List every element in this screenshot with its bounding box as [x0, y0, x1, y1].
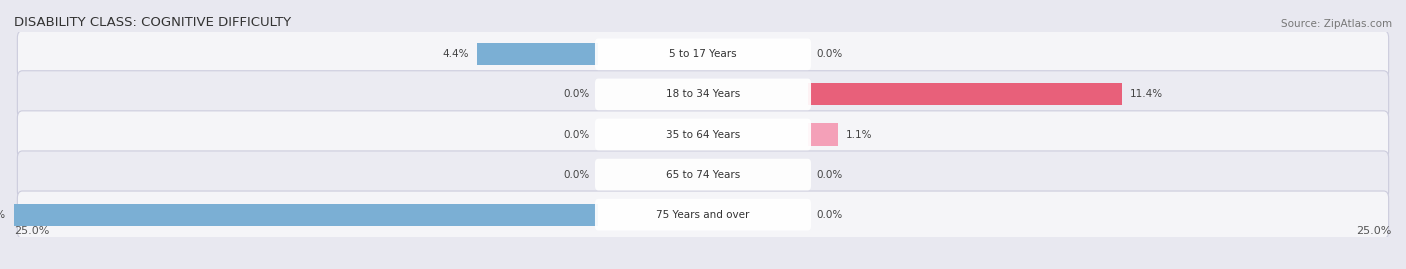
- FancyBboxPatch shape: [595, 38, 811, 70]
- Text: 21.2%: 21.2%: [0, 210, 6, 220]
- Text: 0.0%: 0.0%: [815, 169, 842, 180]
- Text: 0.0%: 0.0%: [564, 169, 591, 180]
- Bar: [807, 83, 1122, 105]
- FancyBboxPatch shape: [17, 111, 1389, 158]
- Text: 4.4%: 4.4%: [443, 49, 468, 59]
- FancyBboxPatch shape: [595, 159, 811, 190]
- Text: 35 to 64 Years: 35 to 64 Years: [666, 129, 740, 140]
- FancyBboxPatch shape: [17, 31, 1389, 78]
- Text: 75 Years and over: 75 Years and over: [657, 210, 749, 220]
- FancyBboxPatch shape: [595, 199, 811, 231]
- Text: 11.4%: 11.4%: [1130, 89, 1163, 100]
- Text: 25.0%: 25.0%: [14, 225, 49, 236]
- Text: 18 to 34 Years: 18 to 34 Years: [666, 89, 740, 100]
- FancyBboxPatch shape: [17, 71, 1389, 118]
- Text: 0.0%: 0.0%: [815, 49, 842, 59]
- Text: DISABILITY CLASS: COGNITIVE DIFFICULTY: DISABILITY CLASS: COGNITIVE DIFFICULTY: [14, 16, 291, 30]
- Text: 0.0%: 0.0%: [815, 210, 842, 220]
- FancyBboxPatch shape: [17, 151, 1389, 198]
- Text: 25.0%: 25.0%: [1357, 225, 1392, 236]
- Bar: [807, 123, 838, 146]
- Text: 5 to 17 Years: 5 to 17 Years: [669, 49, 737, 59]
- Bar: [477, 43, 599, 65]
- FancyBboxPatch shape: [17, 191, 1389, 238]
- Text: 1.1%: 1.1%: [846, 129, 873, 140]
- FancyBboxPatch shape: [595, 119, 811, 150]
- Text: Source: ZipAtlas.com: Source: ZipAtlas.com: [1281, 19, 1392, 30]
- Bar: [14, 204, 599, 226]
- FancyBboxPatch shape: [595, 79, 811, 110]
- Text: 0.0%: 0.0%: [564, 129, 591, 140]
- Text: 0.0%: 0.0%: [564, 89, 591, 100]
- Text: 65 to 74 Years: 65 to 74 Years: [666, 169, 740, 180]
